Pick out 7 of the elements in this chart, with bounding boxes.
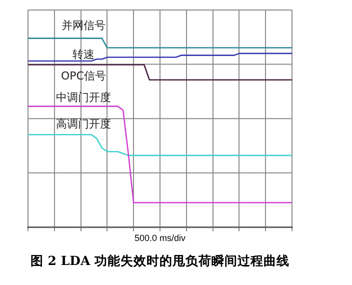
series-label: 中调门开度 <box>56 91 111 104</box>
x-axis-title: 500.0 ms/div <box>134 233 186 244</box>
text: 图 2 LDA 功能失效时的甩负荷瞬间过程曲线 <box>30 252 290 268</box>
series-label: 并网信号 <box>61 19 106 32</box>
series-label: 高调门开度 <box>56 118 111 131</box>
series-label: 转速 <box>72 48 94 61</box>
series-label: OPC信号 <box>60 70 106 83</box>
